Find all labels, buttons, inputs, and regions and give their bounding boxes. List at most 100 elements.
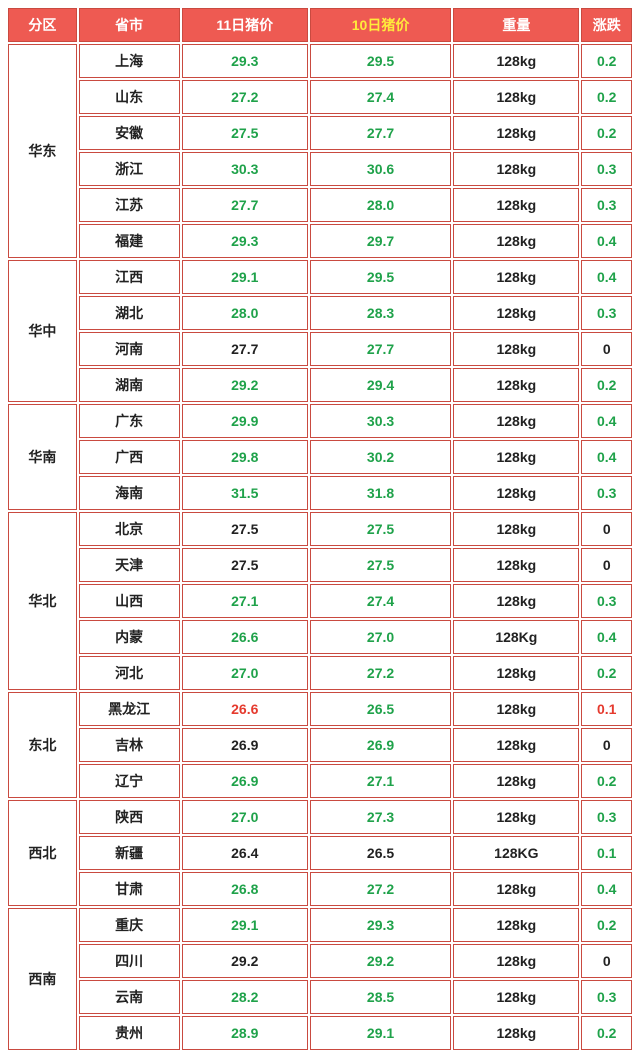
change-cell: 0.4	[581, 872, 632, 906]
price11-cell: 28.0	[182, 296, 308, 330]
table-row: 贵州28.929.1128kg0.2	[8, 1016, 632, 1050]
price11-cell: 26.6	[182, 692, 308, 726]
price11-cell: 27.0	[182, 656, 308, 690]
province-cell: 上海	[79, 44, 180, 78]
table-row: 辽宁26.927.1128kg0.2	[8, 764, 632, 798]
table-row: 华北北京27.527.5128kg0	[8, 512, 632, 546]
price11-cell: 30.3	[182, 152, 308, 186]
weight-cell: 128kg	[453, 584, 579, 618]
weight-cell: 128kg	[453, 260, 579, 294]
price10-cell: 27.4	[310, 584, 451, 618]
region-cell: 西北	[8, 800, 77, 906]
province-cell: 海南	[79, 476, 180, 510]
province-cell: 江苏	[79, 188, 180, 222]
weight-cell: 128kg	[453, 152, 579, 186]
table-row: 湖北28.028.3128kg0.3	[8, 296, 632, 330]
price10-cell: 30.2	[310, 440, 451, 474]
province-cell: 天津	[79, 548, 180, 582]
price11-cell: 26.8	[182, 872, 308, 906]
weight-cell: 128kg	[453, 188, 579, 222]
table-row: 河北27.027.2128kg0.2	[8, 656, 632, 690]
weight-cell: 128kg	[453, 512, 579, 546]
weight-cell: 128kg	[453, 44, 579, 78]
weight-cell: 128kg	[453, 368, 579, 402]
weight-cell: 128kg	[453, 116, 579, 150]
weight-cell: 128kg	[453, 440, 579, 474]
weight-cell: 128KG	[453, 836, 579, 870]
price10-cell: 29.4	[310, 368, 451, 402]
weight-cell: 128Kg	[453, 620, 579, 654]
col-price11: 11日猪价	[182, 8, 308, 42]
table-row: 广西29.830.2128kg0.4	[8, 440, 632, 474]
price11-cell: 26.9	[182, 728, 308, 762]
province-cell: 吉林	[79, 728, 180, 762]
price10-cell: 27.0	[310, 620, 451, 654]
price11-cell: 29.8	[182, 440, 308, 474]
province-cell: 重庆	[79, 908, 180, 942]
price11-cell: 27.5	[182, 512, 308, 546]
table-row: 吉林26.926.9128kg0	[8, 728, 632, 762]
price11-cell: 27.7	[182, 332, 308, 366]
table-row: 新疆26.426.5128KG0.1	[8, 836, 632, 870]
province-cell: 江西	[79, 260, 180, 294]
province-cell: 黑龙江	[79, 692, 180, 726]
table-row: 湖南29.229.4128kg0.2	[8, 368, 632, 402]
province-cell: 广西	[79, 440, 180, 474]
price11-cell: 27.0	[182, 800, 308, 834]
price11-cell: 29.3	[182, 224, 308, 258]
table-row: 华南广东29.930.3128kg0.4	[8, 404, 632, 438]
table-row: 安徽27.527.7128kg0.2	[8, 116, 632, 150]
change-cell: 0.4	[581, 224, 632, 258]
weight-cell: 128kg	[453, 908, 579, 942]
price10-cell: 27.2	[310, 656, 451, 690]
price10-cell: 27.1	[310, 764, 451, 798]
province-cell: 山西	[79, 584, 180, 618]
price11-cell: 29.2	[182, 944, 308, 978]
change-cell: 0	[581, 332, 632, 366]
change-cell: 0.2	[581, 116, 632, 150]
price10-cell: 29.7	[310, 224, 451, 258]
change-cell: 0.2	[581, 656, 632, 690]
change-cell: 0.2	[581, 1016, 632, 1050]
price11-cell: 26.6	[182, 620, 308, 654]
price11-cell: 27.7	[182, 188, 308, 222]
price10-cell: 31.8	[310, 476, 451, 510]
price10-cell: 26.5	[310, 836, 451, 870]
change-cell: 0.3	[581, 584, 632, 618]
change-cell: 0	[581, 728, 632, 762]
change-cell: 0.4	[581, 260, 632, 294]
price10-cell: 28.5	[310, 980, 451, 1014]
weight-cell: 128kg	[453, 296, 579, 330]
weight-cell: 128kg	[453, 404, 579, 438]
weight-cell: 128kg	[453, 332, 579, 366]
province-cell: 河南	[79, 332, 180, 366]
price10-cell: 27.5	[310, 548, 451, 582]
province-cell: 湖南	[79, 368, 180, 402]
price11-cell: 29.1	[182, 908, 308, 942]
price11-cell: 27.2	[182, 80, 308, 114]
price10-cell: 26.9	[310, 728, 451, 762]
table-row: 山西27.127.4128kg0.3	[8, 584, 632, 618]
header-row: 分区 省市 11日猪价 10日猪价 重量 涨跌	[8, 8, 632, 42]
weight-cell: 128kg	[453, 476, 579, 510]
price10-cell: 29.1	[310, 1016, 451, 1050]
price10-cell: 27.3	[310, 800, 451, 834]
region-cell: 华中	[8, 260, 77, 402]
table-row: 江苏27.728.0128kg0.3	[8, 188, 632, 222]
province-cell: 浙江	[79, 152, 180, 186]
price10-cell: 29.5	[310, 44, 451, 78]
col-price10: 10日猪价	[310, 8, 451, 42]
price10-cell: 29.5	[310, 260, 451, 294]
change-cell: 0.3	[581, 800, 632, 834]
price10-cell: 29.3	[310, 908, 451, 942]
change-cell: 0.3	[581, 980, 632, 1014]
province-cell: 北京	[79, 512, 180, 546]
price11-cell: 28.2	[182, 980, 308, 1014]
price10-cell: 27.2	[310, 872, 451, 906]
table-row: 西南重庆29.129.3128kg0.2	[8, 908, 632, 942]
province-cell: 陕西	[79, 800, 180, 834]
weight-cell: 128kg	[453, 80, 579, 114]
province-cell: 安徽	[79, 116, 180, 150]
price11-cell: 29.2	[182, 368, 308, 402]
change-cell: 0.1	[581, 836, 632, 870]
